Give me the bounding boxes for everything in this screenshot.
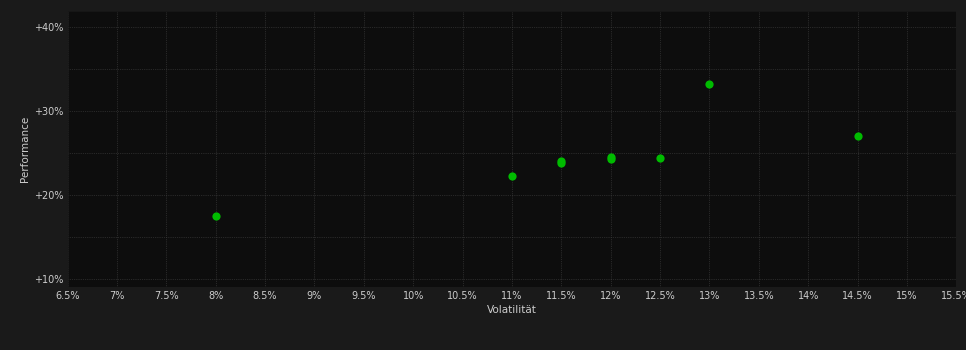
Point: [652, 155, 668, 161]
Point: [554, 159, 569, 164]
Point: [603, 156, 618, 162]
Point: [554, 160, 569, 166]
Point: [850, 133, 866, 139]
X-axis label: Volatilität: Volatilität: [487, 305, 537, 315]
Point: [208, 213, 223, 219]
Point: [701, 82, 717, 87]
Y-axis label: Performance: Performance: [19, 116, 30, 182]
Point: [603, 154, 618, 160]
Point: [504, 174, 520, 179]
